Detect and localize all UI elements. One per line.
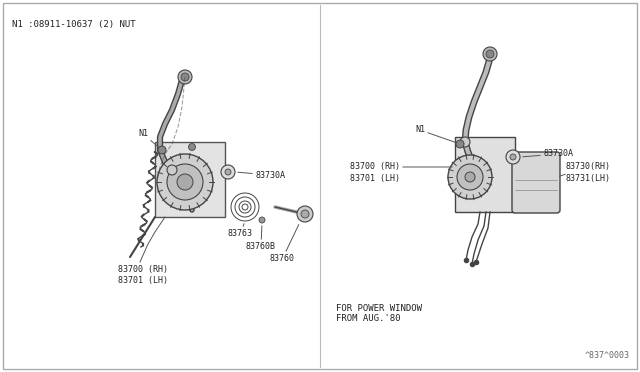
Text: 83701 (LH): 83701 (LH): [350, 174, 400, 183]
Text: 83731(LH): 83731(LH): [565, 174, 610, 183]
Circle shape: [177, 174, 193, 190]
Text: 83763: 83763: [228, 224, 253, 238]
Circle shape: [167, 165, 177, 175]
Circle shape: [189, 144, 195, 151]
Circle shape: [486, 50, 494, 58]
Circle shape: [448, 155, 492, 199]
Circle shape: [178, 70, 192, 84]
Circle shape: [225, 169, 231, 175]
Text: 83760: 83760: [270, 225, 299, 263]
FancyBboxPatch shape: [512, 152, 560, 213]
Circle shape: [181, 73, 189, 81]
Text: 83700 (RH): 83700 (RH): [350, 163, 452, 171]
Circle shape: [221, 165, 235, 179]
Text: 83730(RH): 83730(RH): [559, 163, 610, 176]
Bar: [155, 142, 225, 217]
Circle shape: [457, 164, 483, 190]
Text: N1: N1: [415, 125, 458, 143]
Text: 83700 (RH): 83700 (RH): [118, 265, 168, 274]
Text: 83730A: 83730A: [238, 170, 285, 180]
Text: 83730A: 83730A: [523, 150, 573, 158]
Circle shape: [301, 210, 309, 218]
Circle shape: [465, 172, 475, 182]
Circle shape: [167, 164, 203, 200]
Text: 83701 (LH): 83701 (LH): [118, 276, 168, 285]
Circle shape: [158, 146, 166, 154]
Text: 83760B: 83760B: [246, 226, 276, 251]
Circle shape: [483, 47, 497, 61]
Text: ^837^0003: ^837^0003: [585, 351, 630, 360]
Bar: [455, 137, 515, 212]
Circle shape: [157, 154, 213, 210]
Text: N1 :08911-10637 (2) NUT: N1 :08911-10637 (2) NUT: [12, 20, 136, 29]
Circle shape: [259, 217, 265, 223]
Circle shape: [506, 150, 520, 164]
Circle shape: [510, 154, 516, 160]
Text: N1: N1: [138, 129, 160, 148]
Text: FOR POWER WINDOW
FROM AUG.'80: FOR POWER WINDOW FROM AUG.'80: [336, 304, 422, 323]
Circle shape: [297, 206, 313, 222]
Circle shape: [456, 140, 464, 148]
Circle shape: [460, 137, 470, 147]
